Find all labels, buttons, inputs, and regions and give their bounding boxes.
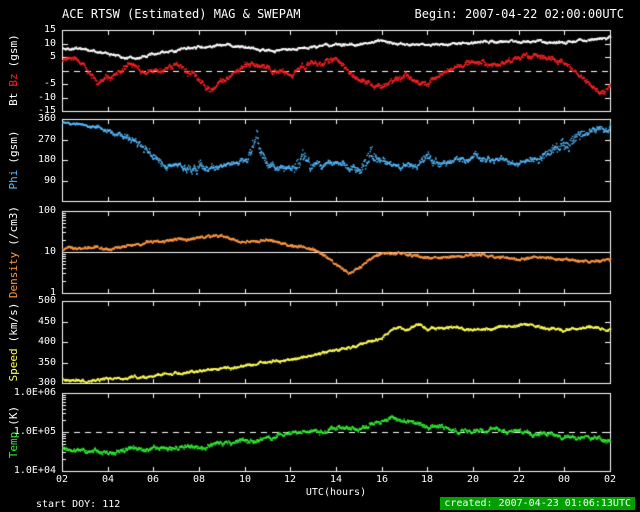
xtick-label: 04: [101, 474, 115, 485]
ytick-label: 270: [37, 134, 56, 145]
begin-timestamp: Begin: 2007-04-22 02:00:00UTC: [414, 7, 624, 21]
xtick-label: 10: [238, 474, 252, 485]
x-axis-label: UTC(hours): [305, 487, 367, 498]
ytick-label: 15: [43, 24, 56, 35]
xtick-label: 22: [512, 474, 526, 485]
ytick-label: 1.0E+04: [13, 465, 56, 476]
ylabel-part-k: (K): [7, 405, 20, 426]
ytick-label: 300: [37, 377, 56, 388]
ytick-label: 450: [37, 316, 56, 327]
ytick-label: 1: [49, 287, 56, 298]
ytick-label: 1.0E+06: [13, 387, 56, 398]
ytick-label: -10: [37, 92, 56, 103]
ytick-label: 500: [37, 295, 56, 306]
ytick-label: 360: [37, 113, 56, 124]
ytick-label: 1.0E+05: [13, 426, 56, 437]
xtick-label: 12: [283, 474, 297, 485]
xtick-label: 08: [192, 474, 206, 485]
ytick-label: 5: [49, 51, 56, 62]
xtick-label: 00: [557, 474, 571, 485]
xtick-label: 14: [329, 474, 343, 485]
ytick-label: -5: [43, 78, 56, 89]
created-timestamp-badge: created: 2007-04-23 01:06:13UTC: [440, 497, 635, 510]
ytick-label: 10: [43, 246, 56, 257]
start-doy-label: start DOY: 112: [36, 499, 121, 510]
xtick-label: 06: [146, 474, 160, 485]
ytick-label: 10: [43, 38, 56, 49]
xtick-label: 18: [420, 474, 434, 485]
ytick-label: -15: [37, 105, 56, 116]
xtick-label: 02: [55, 474, 69, 485]
ytick-label: 100: [37, 205, 56, 216]
xtick-label: 16: [375, 474, 389, 485]
ytick-label: 400: [37, 336, 56, 347]
ytick-label: 350: [37, 357, 56, 368]
plot-title: ACE RTSW (Estimated) MAG & SWEPAM: [62, 7, 301, 21]
ytick-label: 90: [43, 175, 56, 186]
ytick-label: 180: [37, 154, 56, 165]
xtick-label: 02: [603, 474, 617, 485]
xtick-label: 20: [466, 474, 480, 485]
